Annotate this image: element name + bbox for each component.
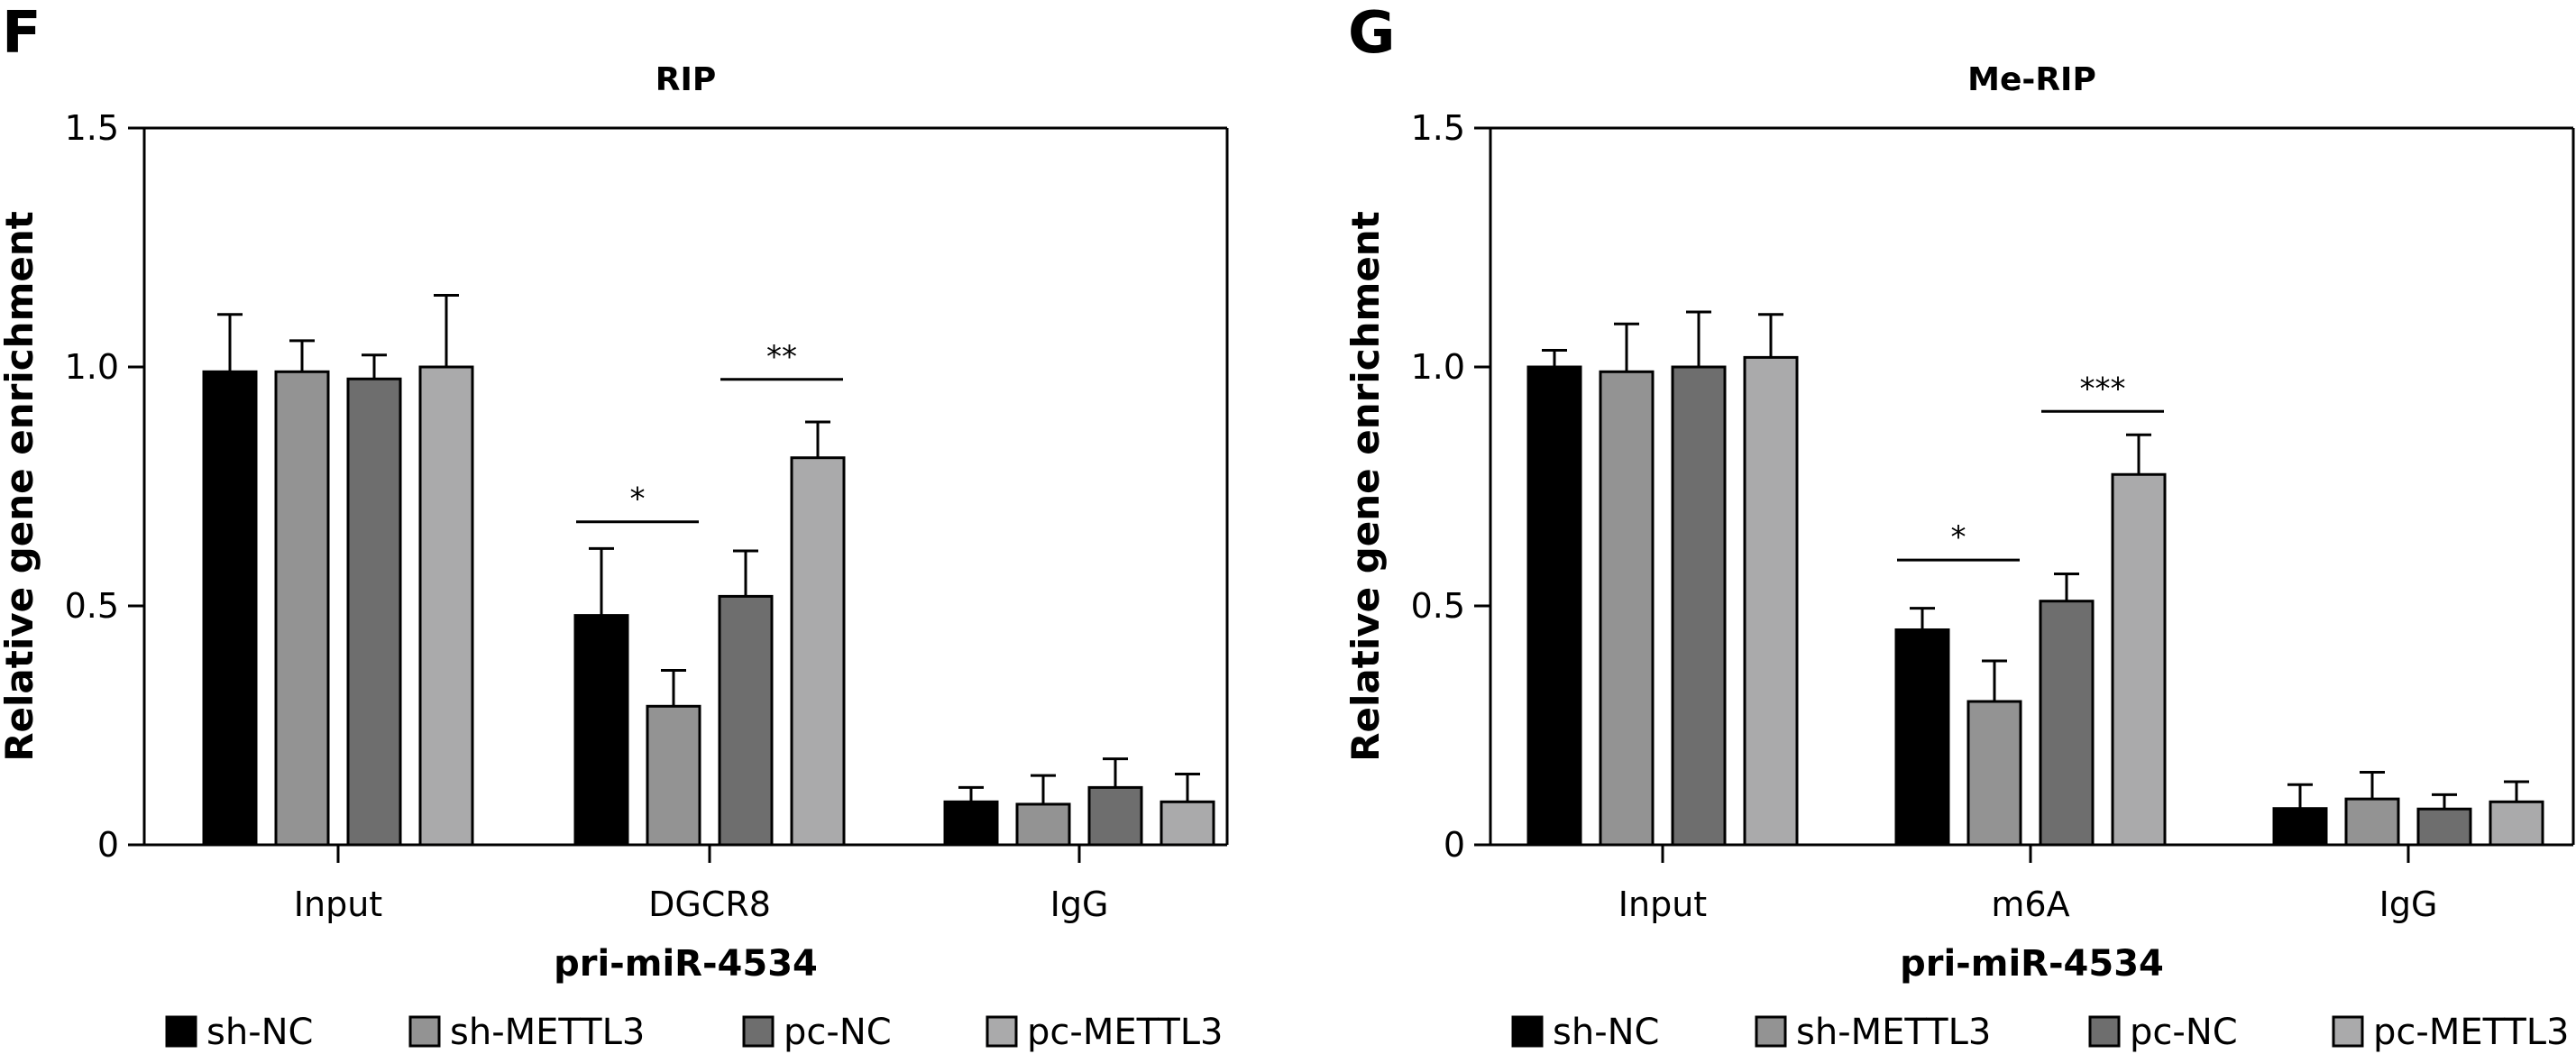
bar-sh-mettl3 (646, 704, 701, 847)
legend-item: pc-NC (2088, 1012, 2238, 1053)
y-axis-label: Relative gene enrichment (0, 211, 41, 762)
x-tick-label: DGCR8 (648, 884, 771, 924)
bar-sh-nc (1526, 365, 1582, 847)
legend-label: sh-METTL3 (450, 1012, 645, 1053)
legend-label: pc-NC (2130, 1012, 2238, 1053)
chart-title: Me-RIP (1967, 61, 2096, 98)
legend-swatch (408, 1015, 441, 1048)
panel-label: F (2, 0, 41, 67)
bar-sh-mettl3 (1599, 370, 1655, 847)
bar-pc-nc (2416, 807, 2472, 847)
bar-sh-nc (573, 614, 629, 847)
bar-pc-mettl3 (2489, 800, 2544, 847)
bar-pc-nc (346, 377, 402, 847)
legend-swatch (742, 1015, 775, 1048)
y-tick-label: 1.0 (65, 347, 119, 387)
x-tick-label: m6A (1991, 884, 2069, 924)
bar-pc-nc (718, 594, 774, 847)
legend-item: sh-NC (1511, 1012, 1659, 1053)
y-tick-label: 0.5 (1411, 586, 1465, 626)
y-axis-label: Relative gene enrichment (1343, 211, 1388, 762)
chart-title: RIP (655, 61, 717, 98)
legend-item: pc-METTL3 (985, 1012, 1224, 1053)
bar-pc-mettl3 (418, 365, 474, 847)
legend-label: sh-METTL3 (1796, 1012, 1991, 1053)
panel-label: G (1348, 0, 1396, 67)
significance-label: *** (2080, 371, 2126, 407)
legend-swatch (1511, 1015, 1544, 1048)
legend-swatch (2332, 1015, 2364, 1048)
x-axis-label: pri-miR-4534 (554, 943, 818, 985)
bar-pc-nc (2039, 600, 2095, 847)
bar-sh-mettl3 (274, 370, 330, 847)
chart-panel-f: F RIP 0 0.5 1.0 1.5 Relative gene enrichment In… (0, 0, 1229, 1053)
legend-item: pc-METTL3 (2332, 1012, 2570, 1053)
bar-pc-nc (1671, 365, 1727, 847)
bar-pc-mettl3 (2111, 472, 2167, 847)
bar-pc-mettl3 (1160, 800, 1215, 847)
y-tick-label: 0 (97, 825, 119, 865)
bar-sh-nc (943, 800, 999, 847)
bar-sh-nc (1894, 628, 1950, 847)
legend-label: pc-NC (784, 1012, 892, 1053)
y-tick-label: 0 (1444, 825, 1465, 865)
significance-label: * (1951, 519, 1966, 555)
significance-label: ** (766, 339, 797, 375)
legend-item: sh-NC (165, 1012, 313, 1053)
chart-panel-g: G Me-RIP 0 0.5 1.0 1.5 Relative gene enrichmen… (1343, 0, 2575, 1053)
legend-label: pc-METTL3 (2373, 1012, 2570, 1053)
bar-pc-nc (1087, 785, 1143, 847)
significance-label: * (630, 481, 646, 518)
x-tick-label: Input (294, 884, 382, 924)
legend-label: sh-NC (1553, 1012, 1659, 1053)
legend-item: sh-METTL3 (408, 1012, 645, 1053)
bar-sh-mettl3 (2344, 797, 2400, 847)
x-axis-label: pri-miR-4534 (1900, 943, 2164, 985)
y-tick-label: 0.5 (65, 586, 119, 626)
x-tick-label: Input (1618, 884, 1707, 924)
y-tick-label: 1.5 (1411, 108, 1465, 148)
legend-swatch (2088, 1015, 2121, 1048)
bar-sh-mettl3 (1966, 700, 2022, 847)
x-tick-label: IgG (1050, 884, 1109, 924)
bar-sh-mettl3 (1015, 802, 1071, 847)
legend-item: sh-METTL3 (1755, 1012, 1991, 1053)
bar-pc-mettl3 (1743, 355, 1799, 847)
legend-swatch (985, 1015, 1018, 1048)
legend-item: pc-NC (742, 1012, 892, 1053)
x-tick-label: IgG (2379, 884, 2438, 924)
bar-sh-nc (202, 370, 258, 847)
legend-swatch (1755, 1015, 1787, 1048)
legend-swatch (165, 1015, 197, 1048)
y-tick-label: 1.5 (65, 108, 119, 148)
legend-label: pc-METTL3 (1027, 1012, 1224, 1053)
bar-pc-mettl3 (790, 456, 846, 847)
bar-sh-nc (2272, 807, 2328, 847)
legend-label: sh-NC (206, 1012, 313, 1053)
y-tick-label: 1.0 (1411, 347, 1465, 387)
